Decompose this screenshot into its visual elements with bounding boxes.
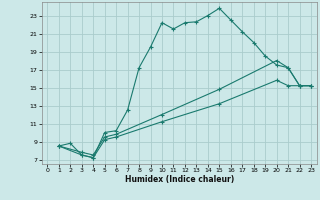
X-axis label: Humidex (Indice chaleur): Humidex (Indice chaleur) (124, 175, 234, 184)
